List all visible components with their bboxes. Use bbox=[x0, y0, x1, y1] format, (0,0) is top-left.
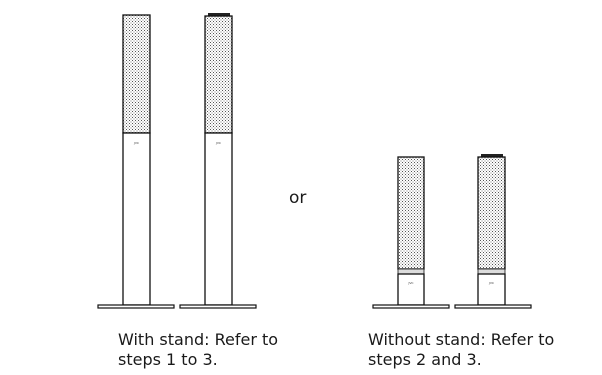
speaker-foot bbox=[372, 304, 450, 309]
speaker-body bbox=[477, 273, 506, 306]
speaker-grille bbox=[397, 156, 425, 270]
speaker-top-cap bbox=[481, 154, 503, 157]
speaker-grille bbox=[122, 14, 151, 134]
stand-base bbox=[97, 304, 175, 309]
speaker-grille bbox=[204, 15, 233, 134]
speaker-logo: JVC bbox=[215, 141, 221, 145]
short-speaker-right: JVC bbox=[454, 154, 532, 309]
speaker-body bbox=[397, 273, 425, 306]
speaker-base-band bbox=[397, 268, 425, 275]
stand-base bbox=[179, 304, 257, 309]
caption-without-stand: Without stand: Refer to steps 2 and 3. bbox=[368, 330, 555, 369]
speaker-grille bbox=[477, 156, 506, 270]
caption-with-stand: With stand: Refer to steps 1 to 3. bbox=[118, 330, 279, 369]
speaker-logo: JVC bbox=[407, 281, 413, 285]
speaker-top-cap bbox=[208, 13, 230, 16]
speaker-body bbox=[122, 132, 151, 306]
speaker-body bbox=[204, 132, 233, 306]
short-speaker-left: JVC bbox=[372, 156, 450, 309]
speaker-logo: JVC bbox=[488, 281, 494, 285]
tall-speaker-left: JVC bbox=[97, 14, 175, 309]
speaker-base-band bbox=[477, 268, 506, 275]
or-separator: or bbox=[289, 188, 307, 208]
speaker-logo: JVC bbox=[133, 141, 139, 145]
tall-speaker-right: JVC bbox=[179, 13, 257, 309]
speaker-foot bbox=[454, 304, 532, 309]
